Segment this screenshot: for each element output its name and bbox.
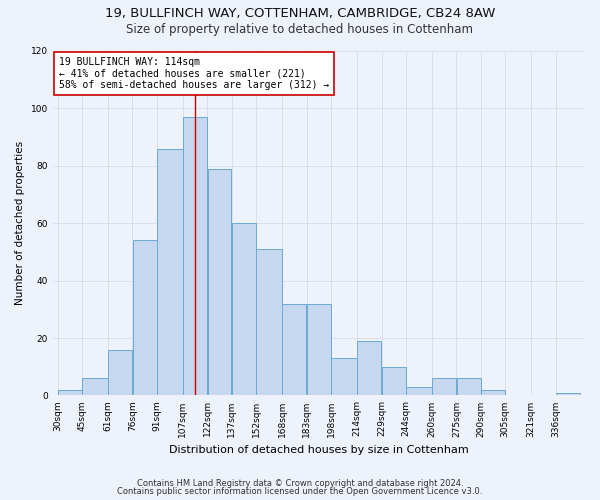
Y-axis label: Number of detached properties: Number of detached properties bbox=[15, 141, 25, 306]
Bar bbox=[432, 378, 456, 396]
Bar bbox=[256, 249, 282, 396]
Bar bbox=[382, 366, 406, 396]
Bar bbox=[307, 304, 331, 396]
Bar bbox=[232, 223, 256, 396]
Bar bbox=[481, 390, 505, 396]
Text: Size of property relative to detached houses in Cottenham: Size of property relative to detached ho… bbox=[127, 22, 473, 36]
Bar bbox=[157, 148, 182, 396]
Bar bbox=[58, 390, 82, 396]
Text: 19 BULLFINCH WAY: 114sqm
← 41% of detached houses are smaller (221)
58% of semi-: 19 BULLFINCH WAY: 114sqm ← 41% of detach… bbox=[59, 56, 329, 90]
X-axis label: Distribution of detached houses by size in Cottenham: Distribution of detached houses by size … bbox=[169, 445, 469, 455]
Bar bbox=[556, 392, 580, 396]
Bar bbox=[358, 341, 381, 396]
Bar bbox=[457, 378, 481, 396]
Bar bbox=[283, 304, 307, 396]
Text: 19, BULLFINCH WAY, COTTENHAM, CAMBRIDGE, CB24 8AW: 19, BULLFINCH WAY, COTTENHAM, CAMBRIDGE,… bbox=[105, 8, 495, 20]
Text: Contains public sector information licensed under the Open Government Licence v3: Contains public sector information licen… bbox=[118, 487, 482, 496]
Text: Contains HM Land Registry data © Crown copyright and database right 2024.: Contains HM Land Registry data © Crown c… bbox=[137, 478, 463, 488]
Bar bbox=[183, 117, 207, 396]
Bar bbox=[208, 168, 232, 396]
Bar bbox=[133, 240, 157, 396]
Bar bbox=[331, 358, 357, 396]
Bar bbox=[406, 387, 432, 396]
Bar bbox=[108, 350, 132, 396]
Bar bbox=[82, 378, 108, 396]
